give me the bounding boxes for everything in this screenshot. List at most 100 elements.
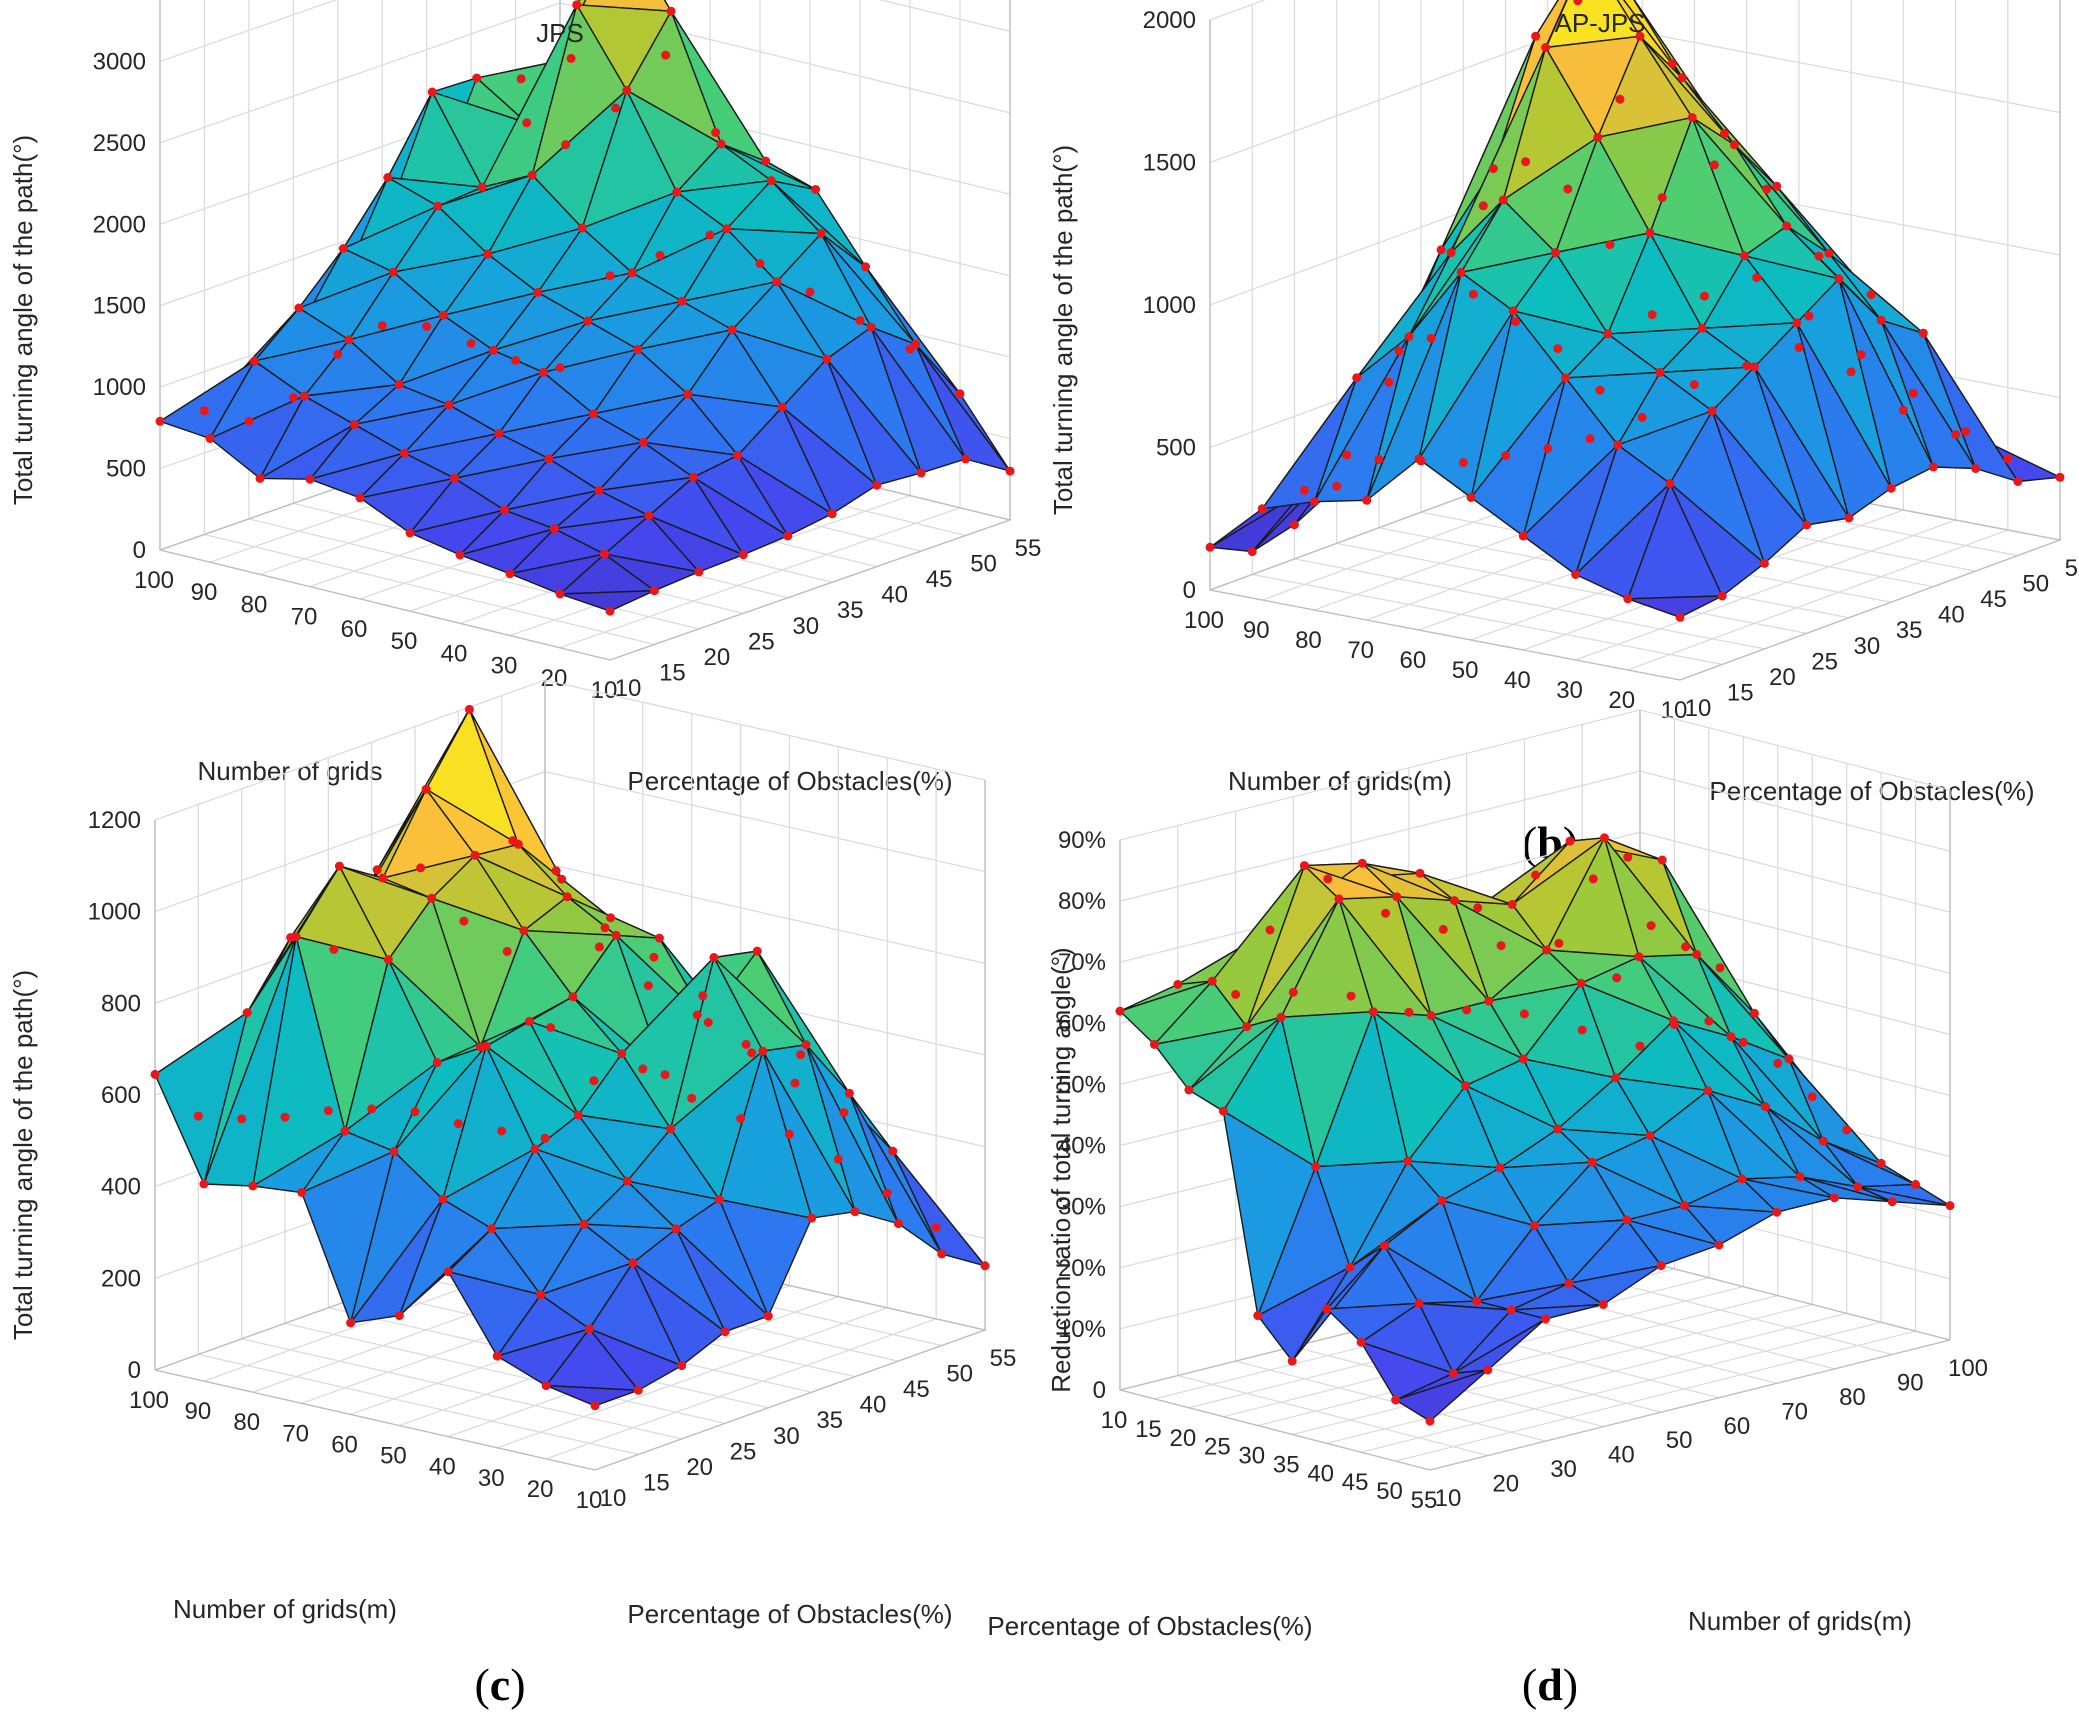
surface-facet	[259, 423, 356, 480]
data-point	[433, 201, 443, 211]
data-point	[573, 1110, 583, 1120]
data-point	[705, 230, 715, 240]
y-tick-label: 45	[926, 566, 953, 593]
y-tick-label: 30	[773, 1423, 800, 1450]
data-point	[1498, 195, 1508, 205]
surface-facet	[301, 1150, 395, 1324]
data-point	[497, 1126, 507, 1136]
data-point	[1704, 1016, 1714, 1026]
data-point	[1677, 73, 1687, 83]
surface-facet	[1616, 0, 1683, 79]
data-point	[1637, 412, 1647, 422]
data-point	[1253, 1311, 1263, 1321]
data-point	[566, 53, 576, 63]
y-tick-label: 20	[1492, 1471, 1519, 1498]
data-point	[1599, 833, 1609, 843]
data-point	[1507, 899, 1517, 909]
data-point	[427, 893, 437, 903]
data-point	[611, 930, 621, 940]
data-point	[666, 6, 676, 16]
data-point	[516, 74, 526, 84]
x-tick-label: 60	[331, 1431, 358, 1458]
data-point	[1218, 1106, 1228, 1116]
data-point	[2055, 472, 2065, 482]
data-point	[736, 1114, 746, 1124]
data-point	[388, 267, 398, 277]
data-point	[1842, 1125, 1852, 1135]
data-point	[1699, 291, 1709, 301]
data-point	[1541, 1314, 1551, 1324]
data-point	[1707, 406, 1717, 416]
data-point	[1543, 444, 1553, 453]
data-point	[249, 356, 259, 366]
chart-panel-c: 0 200 400 600 800 1000 1200 100 90 80 70 60 50 40 30 20…	[8, 679, 1016, 1710]
data-point	[605, 606, 615, 616]
data-point	[286, 933, 296, 942]
data-point	[766, 176, 776, 186]
data-point	[2003, 454, 2013, 464]
data-point	[1511, 316, 1521, 326]
x-tick-label: 10	[1101, 1407, 1128, 1434]
data-point	[1646, 921, 1656, 931]
data-point	[622, 1176, 632, 1186]
data-point	[1588, 874, 1598, 884]
data-point	[1749, 1008, 1759, 1018]
data-point	[1542, 945, 1552, 955]
y-tick-label: 50	[946, 1361, 973, 1388]
data-point	[1703, 1086, 1713, 1096]
y-tick-label: 15	[643, 1469, 670, 1496]
z-tick-label: 80%	[1058, 888, 1106, 915]
data-point	[299, 391, 309, 401]
z-tick-label: 2000	[93, 211, 146, 238]
data-point	[605, 271, 615, 281]
data-point	[1473, 903, 1483, 913]
data-point	[333, 349, 343, 359]
surface-facet	[409, 509, 506, 556]
y-tick-label: 30	[1854, 633, 1881, 660]
z-tick-label: 0	[128, 1357, 141, 1384]
data-point	[1829, 1193, 1839, 1203]
data-point	[488, 345, 498, 355]
data-point	[783, 531, 793, 541]
x-tick-label: 20	[1608, 687, 1635, 714]
y-tick-label: 90	[1897, 1369, 1924, 1396]
data-point	[1287, 1356, 1297, 1366]
data-point	[1571, 570, 1581, 579]
data-point	[761, 156, 771, 166]
data-point	[763, 1311, 773, 1321]
data-point	[280, 1112, 290, 1122]
x-tick-label: 40	[429, 1454, 456, 1481]
data-point	[1898, 405, 1908, 415]
data-point	[807, 1213, 817, 1223]
z-tick-label: 400	[101, 1174, 141, 1201]
data-point	[483, 249, 493, 259]
surface-facet	[459, 528, 556, 575]
data-point	[453, 1119, 463, 1129]
x-tick-label: 100	[1184, 607, 1224, 634]
data-points	[1115, 833, 1955, 1426]
y-tick-label: 20	[1769, 664, 1796, 691]
data-point	[367, 1104, 377, 1114]
surface-facet	[1188, 1016, 1282, 1112]
data-point	[677, 296, 687, 306]
data-point	[536, 1290, 546, 1300]
data-point	[1752, 273, 1762, 283]
data-point	[572, 0, 582, 10]
data-point	[955, 389, 965, 399]
z-tick-label: 800	[101, 990, 141, 1017]
y-tick-label: 10	[600, 1485, 627, 1512]
data-point	[1971, 464, 1981, 473]
data-point	[568, 992, 578, 1002]
data-point	[199, 1179, 209, 1189]
y-tick-label: 10	[615, 675, 642, 702]
data-point	[1436, 245, 1446, 255]
data-point	[421, 784, 431, 794]
data-point	[1697, 323, 1707, 333]
data-point	[772, 277, 782, 287]
data-point	[1551, 248, 1561, 258]
x-tick-label: 80	[1295, 627, 1322, 654]
data-point	[1945, 1201, 1955, 1211]
data-point	[1231, 989, 1241, 999]
data-point	[796, 1050, 806, 1060]
data-point	[577, 223, 587, 233]
